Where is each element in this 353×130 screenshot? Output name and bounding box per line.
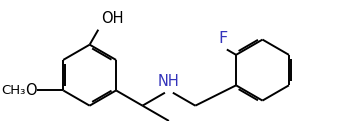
- Text: O: O: [25, 83, 36, 98]
- Text: OH: OH: [102, 11, 124, 26]
- Text: CH₃: CH₃: [2, 84, 26, 97]
- Text: F: F: [218, 31, 227, 46]
- Text: NH: NH: [158, 74, 180, 89]
